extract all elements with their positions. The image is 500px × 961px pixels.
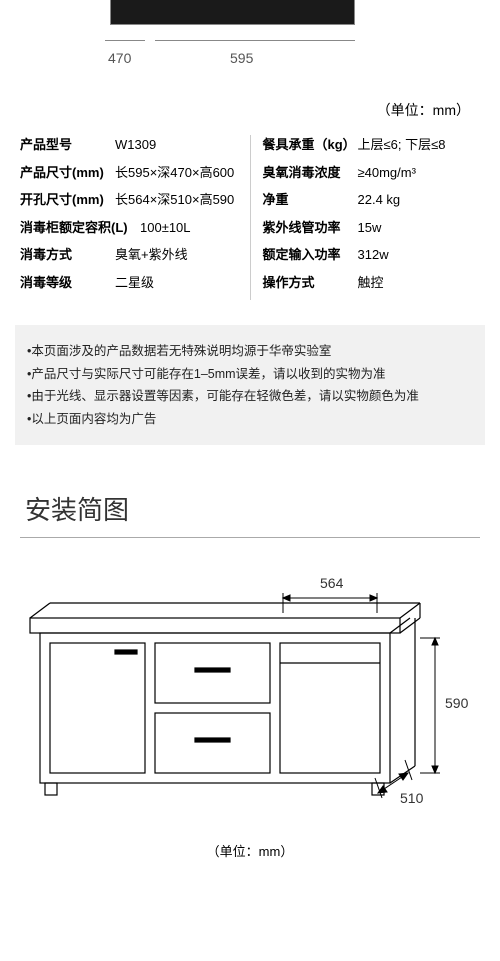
- spec-label: 消毒等级: [20, 273, 115, 293]
- spec-label: 产品型号: [20, 135, 115, 155]
- spec-label: 操作方式: [263, 273, 358, 293]
- install-unit-label: （单位：mm）: [0, 833, 500, 880]
- spec-row: 紫外线管功率15w: [263, 218, 481, 238]
- spec-row: 操作方式触控: [263, 273, 481, 293]
- spec-label: 餐具承重（kg）: [263, 135, 358, 155]
- spec-value: 臭氧+紫外线: [115, 245, 238, 265]
- width-dim-line: [155, 40, 355, 41]
- spec-row: 消毒柜额定容积(L)100±10L: [20, 218, 238, 238]
- spec-label: 臭氧消毒浓度: [263, 163, 358, 183]
- spec-label: 额定输入功率: [263, 245, 358, 265]
- note-line: •以上页面内容均为广告: [27, 408, 473, 431]
- spec-value: 22.4 kg: [358, 190, 481, 210]
- spec-value: W1309: [115, 135, 238, 155]
- width-dim-label: 595: [230, 50, 253, 66]
- spec-value: 312w: [358, 245, 481, 265]
- spec-value: 15w: [358, 218, 481, 238]
- cabinet-svg: 564 590 510: [20, 568, 480, 828]
- spec-label: 产品尺寸(mm): [20, 163, 115, 183]
- depth-dim-line: [105, 40, 145, 41]
- spec-value: 触控: [358, 273, 481, 293]
- notes-box: •本页面涉及的产品数据若无特殊说明均源于华帝实验室 •产品尺寸与实际尺寸可能存在…: [15, 325, 485, 445]
- install-diagram: 564 590 510: [20, 568, 480, 833]
- install-height-label: 590: [445, 695, 469, 711]
- spec-value: 二星级: [115, 273, 238, 293]
- spec-row: 臭氧消毒浓度≥40mg/m³: [263, 163, 481, 183]
- spec-label: 消毒方式: [20, 245, 115, 265]
- section-title: 安装简图: [0, 475, 500, 537]
- top-dimension-diagram: 470 595: [0, 0, 500, 80]
- spec-row: 开孔尺寸(mm)长564×深510×高590: [20, 190, 238, 210]
- spec-row: 消毒方式臭氧+紫外线: [20, 245, 238, 265]
- spec-row: 产品型号W1309: [20, 135, 238, 155]
- spec-column-right: 餐具承重（kg）上层≤6; 下层≤8 臭氧消毒浓度≥40mg/m³ 净重22.4…: [263, 135, 481, 300]
- spec-table: 产品型号W1309 产品尺寸(mm)长595×深470×高600 开孔尺寸(mm…: [0, 135, 500, 325]
- spec-value: ≥40mg/m³: [358, 163, 481, 183]
- note-line: •本页面涉及的产品数据若无特殊说明均源于华帝实验室: [27, 340, 473, 363]
- spec-column-left: 产品型号W1309 产品尺寸(mm)长595×深470×高600 开孔尺寸(mm…: [20, 135, 238, 300]
- spec-row: 净重22.4 kg: [263, 190, 481, 210]
- spec-row: 产品尺寸(mm)长595×深470×高600: [20, 163, 238, 183]
- spec-value: 100±10L: [140, 218, 238, 238]
- spec-row: 餐具承重（kg）上层≤6; 下层≤8: [263, 135, 481, 155]
- title-underline: [20, 537, 480, 538]
- spec-label: 消毒柜额定容积(L): [20, 218, 140, 238]
- spec-label: 紫外线管功率: [263, 218, 358, 238]
- note-line: •产品尺寸与实际尺寸可能存在1–5mm误差，请以收到的实物为准: [27, 363, 473, 386]
- install-depth-label: 510: [400, 790, 424, 806]
- install-width-label: 564: [320, 575, 344, 591]
- spec-divider: [250, 135, 251, 300]
- spec-value: 长564×深510×高590: [115, 190, 238, 210]
- spec-value: 长595×深470×高600: [115, 163, 238, 183]
- depth-dim-label: 470: [108, 50, 131, 66]
- spec-row: 消毒等级二星级: [20, 273, 238, 293]
- spec-value: 上层≤6; 下层≤8: [358, 135, 481, 155]
- spec-label: 净重: [263, 190, 358, 210]
- spec-row: 额定输入功率312w: [263, 245, 481, 265]
- product-box: [110, 0, 355, 25]
- spec-label: 开孔尺寸(mm): [20, 190, 115, 210]
- unit-label: （单位：mm）: [0, 80, 500, 135]
- note-line: •由于光线、显示器设置等因素，可能存在轻微色差，请以实物颜色为准: [27, 385, 473, 408]
